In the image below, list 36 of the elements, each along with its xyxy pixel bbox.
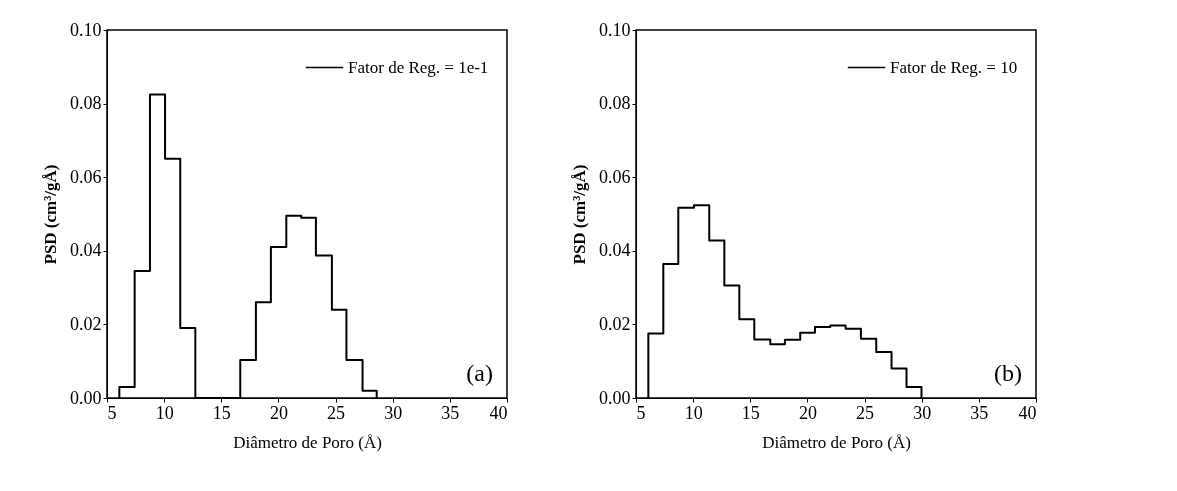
y-tick-label: 0.02: [599, 313, 631, 334]
y-axis-title: PSD (cm³/gÅ): [41, 164, 60, 265]
x-tick-label: 10: [155, 402, 174, 423]
y-tick-label: 0.04: [70, 240, 102, 261]
y-tick-label: 0.06: [70, 166, 102, 187]
x-tick-label: 30: [384, 402, 403, 423]
legend-label: Fator de Reg. = 1e-1: [348, 57, 489, 77]
y-tick-label: 0.04: [599, 240, 631, 261]
x-tick-label: 5: [636, 402, 646, 423]
y-tick-label: 0.06: [599, 166, 631, 187]
y-tick-label: 0.10: [599, 19, 631, 40]
x-tick-label: 40: [489, 402, 508, 423]
y-tick-label: 0.00: [70, 387, 102, 408]
y-tick-label: 0.02: [70, 313, 102, 334]
annotation: (a): [466, 360, 493, 386]
x-axis-title: Diâmetro de Poro (Å): [233, 432, 382, 452]
x-tick-label: 35: [970, 402, 989, 423]
x-axis-title: Diâmetro de Poro (Å): [762, 432, 911, 452]
x-tick-label: 15: [741, 402, 760, 423]
legend-label: Fator de Reg. = 10: [890, 57, 1018, 77]
x-tick-label: 40: [1018, 402, 1037, 423]
x-tick-label: 35: [441, 402, 460, 423]
y-tick-label: 0.00: [599, 387, 631, 408]
x-tick-label: 15: [212, 402, 231, 423]
x-tick-label: 20: [269, 402, 288, 423]
x-tick-label: 10: [684, 402, 703, 423]
x-tick-label: 20: [798, 402, 817, 423]
x-tick-label: 25: [327, 402, 346, 423]
annotation: (b): [994, 360, 1022, 386]
x-tick-label: 30: [913, 402, 932, 423]
y-tick-label: 0.08: [599, 93, 631, 114]
x-tick-label: 25: [856, 402, 875, 423]
y-tick-label: 0.08: [70, 93, 102, 114]
y-tick-label: 0.10: [70, 19, 102, 40]
y-axis-title: PSD (cm³/gÅ): [570, 164, 589, 265]
x-tick-label: 5: [107, 402, 117, 423]
